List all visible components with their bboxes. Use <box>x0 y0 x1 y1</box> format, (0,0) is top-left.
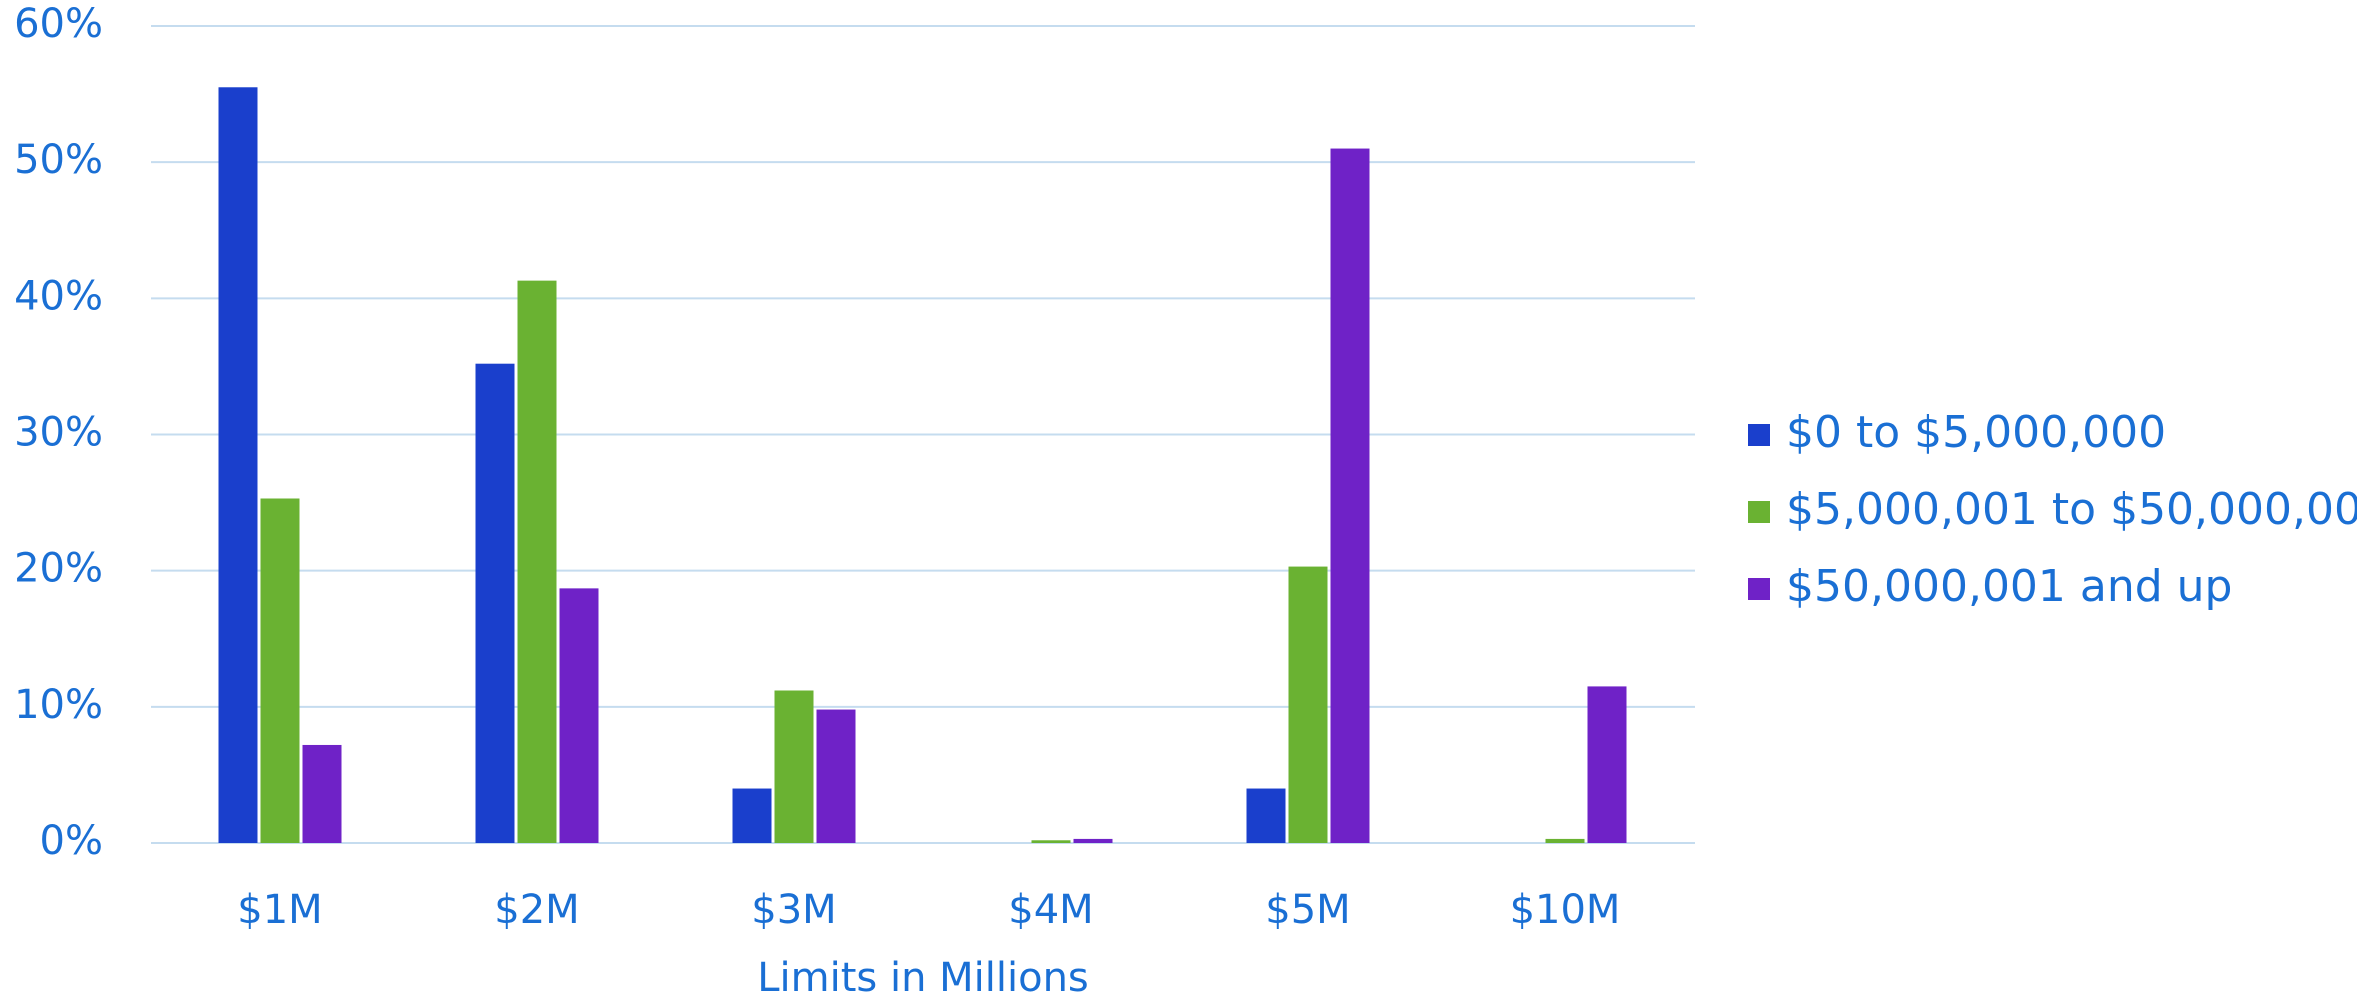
bar <box>559 588 599 843</box>
bar <box>1073 838 1113 843</box>
y-tick-label: 0% <box>40 818 103 864</box>
x-axis-title: Limits in Millions <box>757 955 1089 996</box>
bar <box>732 788 772 843</box>
bar <box>475 363 515 843</box>
bar <box>816 709 856 843</box>
bar <box>1545 838 1585 843</box>
x-tick-label: $2M <box>494 887 579 933</box>
bar <box>517 280 557 843</box>
legend-swatch <box>1748 424 1770 446</box>
x-tick-label: $3M <box>751 887 836 933</box>
x-tick-label: $4M <box>1008 887 1093 933</box>
bar <box>774 690 814 843</box>
legend-swatch <box>1748 501 1770 523</box>
legend-label: $50,000,001 and up <box>1786 561 2233 612</box>
bar <box>218 87 258 843</box>
y-tick-label: 20% <box>14 546 103 592</box>
bar <box>302 744 342 843</box>
x-tick-label: $10M <box>1510 887 1621 933</box>
y-tick-label: 40% <box>14 273 103 319</box>
y-tick-label: 60% <box>14 1 103 47</box>
legend-swatch <box>1748 578 1770 600</box>
bar <box>260 498 300 843</box>
bar <box>1288 566 1328 843</box>
x-tick-label: $5M <box>1265 887 1350 933</box>
y-tick-label: 10% <box>14 682 103 728</box>
legend-label: $0 to $5,000,000 <box>1786 407 2166 458</box>
y-tick-label: 50% <box>14 137 103 183</box>
bar <box>1246 788 1286 843</box>
legend-label: $5,000,001 to $50,000,000 <box>1786 484 2357 535</box>
bar <box>1330 148 1370 844</box>
x-tick-label: $1M <box>237 887 322 933</box>
y-tick-label: 30% <box>14 410 103 456</box>
bar <box>1031 840 1071 843</box>
bar <box>1587 686 1627 843</box>
